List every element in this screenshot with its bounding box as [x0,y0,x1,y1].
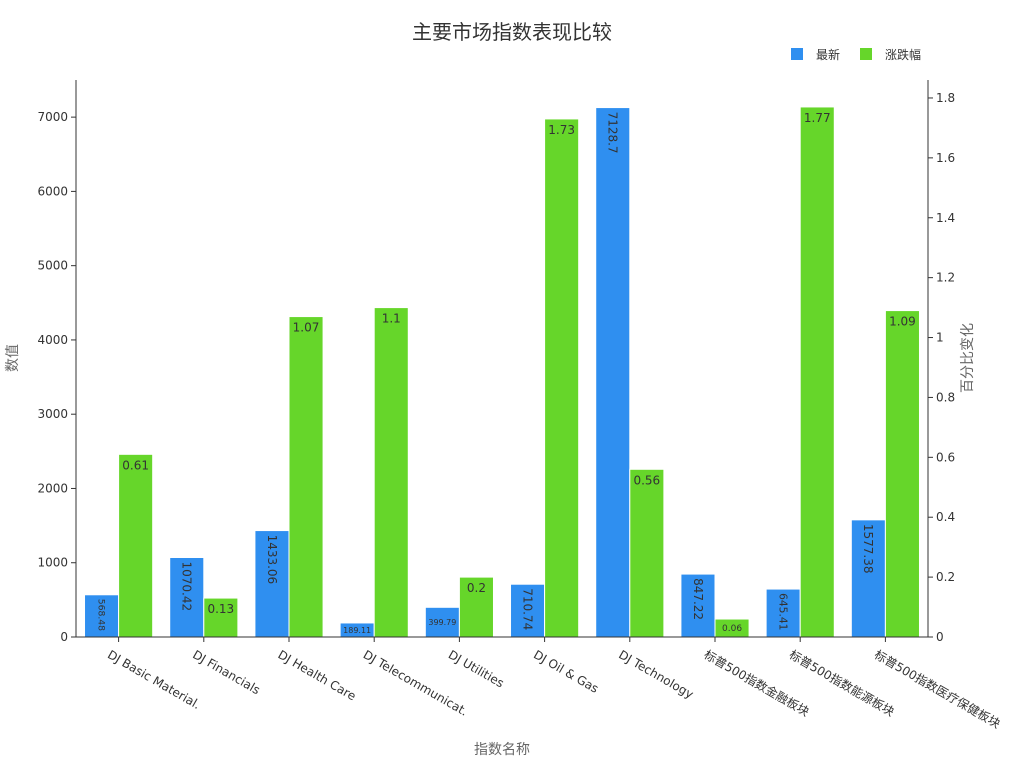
bar-change-2[interactable] [288,316,324,638]
y-right-tick-label-5: 1 [936,331,944,345]
bar-change-6[interactable] [629,468,665,638]
y-left-ticks: 0 1000 2000 3000 4000 5000 6000 7000 [37,110,76,644]
value-label-latest-6: 7128.7 [606,112,620,154]
value-label-latest-3: 189.11 [343,626,371,635]
y-right-tick-label-8: 1.6 [936,151,955,165]
x-ticks: DJ Basic Material.DJ Financials DJ Health… [105,637,1003,731]
y-right-tick-label-4: 0.8 [936,390,955,404]
y-left-tick-label-6: 6000 [37,184,68,198]
x-tick-label-4: DJ Utilities [446,647,506,690]
value-label-latest-7: 847.22 [691,578,705,620]
bar-change-5[interactable] [544,118,580,638]
y-right-tick-label-6: 1.2 [936,271,955,285]
x-tick-label-6: DJ Technology [616,647,696,701]
y-left-tick-label-7: 7000 [37,110,68,124]
bar-change-9[interactable] [884,310,920,638]
y-left-tick-label-1: 1000 [37,556,68,570]
value-label-latest-9: 1577.38 [861,524,875,574]
value-label-change-1: 0.13 [207,602,234,616]
value-label-change-5: 1.73 [548,123,575,137]
x-tick-label-2: DJ Health Care [276,647,359,703]
chart-title: 主要市场指数表现比较 [412,20,612,44]
y-right-tick-label-3: 0.6 [936,450,955,464]
x-tick-label-0: DJ Basic Material. [105,647,203,711]
x-tick-label-1: DJ Financials [190,647,262,697]
legend-swatch-change [860,48,872,60]
bar-latest-0[interactable] [84,594,120,638]
value-label-change-4: 0.2 [467,581,486,595]
bar-latest-1[interactable] [169,557,205,638]
y-right-tick-label-7: 1.4 [936,211,955,225]
x-tick-label-5: DJ Oil & Gas [531,647,601,695]
y-right-tick-label-1: 0.2 [936,570,955,584]
bar-change-0[interactable] [118,453,154,638]
bar-latest-2[interactable] [254,530,290,638]
y-left-tick-label-2: 2000 [37,481,68,495]
y-right-tick-label-2: 0.4 [936,510,955,524]
y-right-tick-label-9: 1.8 [936,91,955,105]
bar-latest-9[interactable] [850,519,886,638]
y-left-tick-label-4: 4000 [37,333,68,347]
x-axis-label: 指数名称 [474,742,530,758]
y-right-tick-label-0: 0 [936,630,944,644]
value-label-change-8: 1.77 [804,111,831,125]
value-label-latest-8: 645.41 [776,593,789,630]
value-label-change-0: 0.61 [122,458,149,472]
bar-change-8[interactable] [799,106,835,638]
value-label-latest-0: 568.48 [95,599,106,631]
value-label-latest-4: 399.79 [428,618,456,627]
y-axis-label-left: 数值 [5,344,21,372]
value-label-latest-1: 1070.42 [180,562,194,612]
y-left-tick-label-5: 5000 [37,259,68,273]
bars-layer [84,106,920,638]
legend-label-latest: 最新 [816,47,840,62]
value-label-change-9: 1.09 [889,315,916,329]
value-label-latest-5: 710.74 [520,588,534,630]
y-right-ticks: 0 0.2 0.4 0.6 0.8 1 1.2 1.4 1.6 1.8 [928,91,955,644]
value-label-change-7: 0.06 [722,624,742,634]
legend-swatch-latest [791,48,803,60]
value-label-change-3: 1.1 [382,312,401,326]
y-axis-label-right: 百分比变化 [960,323,976,393]
bar-change-3[interactable] [373,307,409,638]
x-tick-label-9: 标普500指数医疗保健板块 [872,647,1003,731]
value-labels-layer: 568.48 1070.42 1433.06 189.11 399.79 710.74 71… [95,111,915,635]
value-label-change-6: 0.56 [633,473,660,487]
legend: 最新 涨跌幅 [791,47,921,62]
bar-latest-6[interactable] [595,107,631,638]
y-left-tick-label-0: 0 [60,630,68,644]
value-label-change-2: 1.07 [293,321,320,335]
value-label-latest-2: 1433.06 [265,535,279,585]
bar-change-4[interactable] [458,576,494,638]
y-left-tick-label-3: 3000 [37,407,68,421]
legend-label-change: 涨跌幅 [885,47,921,62]
bar-change-1[interactable] [203,597,239,638]
